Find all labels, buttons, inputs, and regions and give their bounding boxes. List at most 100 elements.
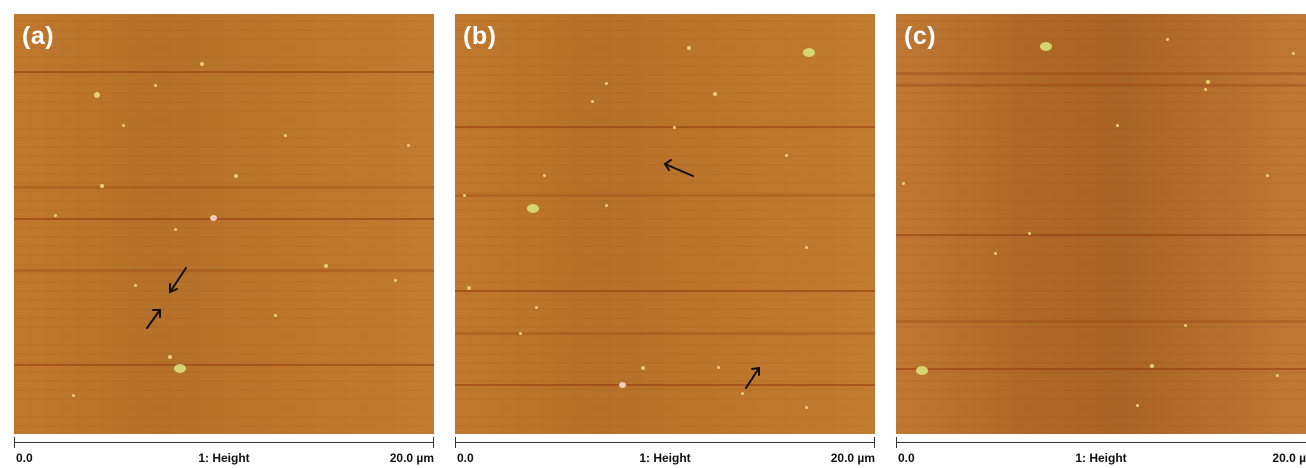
scale-end-label: 20.0 µm	[389, 451, 434, 465]
particle	[94, 92, 100, 98]
particle	[535, 306, 538, 309]
particle	[605, 82, 608, 85]
scale-start-label: 0.0	[16, 451, 33, 465]
particle	[1292, 52, 1295, 55]
scan-streak	[14, 186, 434, 189]
scale-bar: 0.0 1: Height 20.0 µm	[14, 436, 434, 468]
scan-streak	[896, 368, 1306, 370]
particle	[284, 134, 287, 137]
particle	[1266, 174, 1269, 177]
scan-streak	[455, 194, 875, 197]
particle-cluster	[803, 48, 815, 57]
arrow-head-icon	[169, 283, 178, 294]
particle	[467, 286, 471, 290]
scan-streak	[455, 126, 875, 128]
scale-axis	[896, 442, 1306, 443]
particle	[1276, 374, 1279, 377]
particle	[407, 144, 410, 147]
afm-panel-a: (a) 0.0 1: Height 20.0 µm	[14, 0, 434, 468]
afm-height-image-a: (a)	[14, 14, 434, 434]
particle	[902, 182, 905, 185]
scan-streak	[455, 290, 875, 292]
scale-tick	[455, 437, 456, 448]
scan-streak	[14, 269, 434, 272]
scan-streak	[896, 72, 1306, 75]
particle	[543, 174, 546, 177]
scale-axis	[455, 442, 875, 443]
particle	[785, 154, 788, 157]
particle	[687, 46, 691, 50]
scan-streak	[896, 234, 1306, 236]
scan-streak	[14, 71, 434, 73]
particle	[122, 124, 125, 127]
scale-channel-label: 1: Height	[639, 451, 691, 465]
arrow-head-icon	[663, 159, 672, 171]
particle	[1136, 404, 1139, 407]
particle	[100, 184, 104, 188]
panel-label: (b)	[463, 22, 497, 50]
scan-streak	[455, 384, 875, 386]
particle	[168, 355, 172, 359]
particle	[463, 194, 466, 197]
particle	[673, 126, 676, 129]
scale-start-label: 0.0	[898, 451, 915, 465]
afm-height-image-c: (c)	[896, 14, 1306, 434]
particle	[1150, 364, 1154, 368]
particle	[1166, 38, 1169, 41]
particle	[1116, 124, 1119, 127]
particle	[605, 204, 608, 207]
particle	[619, 382, 626, 388]
scan-streak	[14, 364, 434, 366]
scale-end-label: 20.0 µ	[1272, 451, 1306, 465]
arrow-head-icon	[152, 309, 161, 318]
particle	[741, 392, 744, 395]
arrow-icon	[146, 309, 161, 329]
particle	[641, 366, 645, 370]
particle	[591, 100, 594, 103]
particle	[805, 246, 808, 249]
arrow-icon	[745, 367, 760, 389]
particle	[713, 92, 717, 96]
arrow-head-icon	[751, 366, 760, 376]
scale-tick	[433, 437, 434, 448]
annotation-arrows	[146, 267, 187, 329]
particle	[200, 62, 204, 66]
particle-cluster	[174, 364, 186, 373]
particle	[274, 314, 277, 317]
afm-panel-b: (b) 0.0 1: Height 20.0 µm	[455, 0, 875, 468]
particle	[1184, 324, 1187, 327]
particle-cluster	[1040, 42, 1052, 51]
particle-cluster	[916, 366, 928, 375]
scale-bar: 0.0 1: Height 20.0 µm	[455, 436, 875, 468]
particle	[994, 252, 997, 255]
scale-end-label: 20.0 µm	[830, 451, 875, 465]
scan-streak	[896, 320, 1306, 323]
particle-cluster	[527, 204, 539, 213]
scan-streak	[896, 84, 1306, 87]
particle	[54, 214, 57, 217]
scale-tick	[896, 437, 897, 448]
panel-label: (a)	[22, 22, 55, 50]
panel-label: (c)	[904, 22, 937, 50]
arrow-icon	[664, 163, 694, 177]
scale-axis	[14, 442, 434, 443]
particle	[234, 174, 238, 178]
particle	[134, 284, 137, 287]
particle	[1028, 232, 1031, 235]
arrow-icon	[169, 267, 187, 293]
scale-channel-label: 1: Height	[1075, 451, 1127, 465]
scale-tick	[874, 437, 875, 448]
particle	[174, 228, 177, 231]
particle	[1206, 80, 1210, 84]
scale-channel-label: 1: Height	[198, 451, 250, 465]
afm-height-image-b: (b)	[455, 14, 875, 434]
afm-panel-c: (c) 0.0 1: Height 20.0 µ	[896, 0, 1306, 468]
scale-bar: 0.0 1: Height 20.0 µ	[896, 436, 1306, 468]
scale-tick	[14, 437, 15, 448]
particle	[324, 264, 328, 268]
particle	[1204, 88, 1207, 91]
particle	[519, 332, 522, 335]
particle	[210, 215, 217, 221]
annotation-arrows	[663, 159, 760, 389]
particle	[154, 84, 157, 87]
